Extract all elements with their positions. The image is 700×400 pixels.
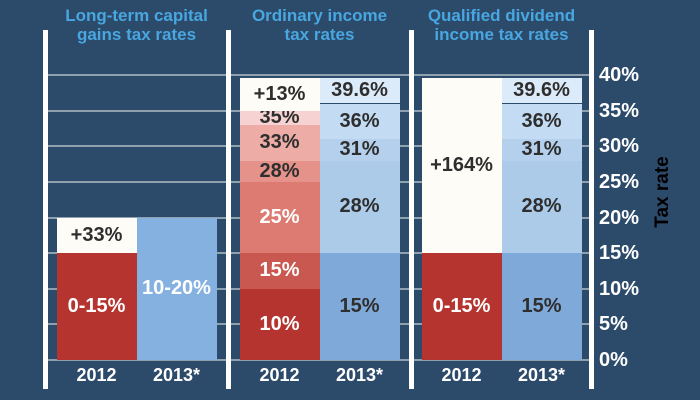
- bar-segment: +33%: [56, 217, 137, 254]
- bar-segment: 39.6%: [319, 77, 400, 104]
- bar-segment: +13%: [239, 77, 320, 111]
- gridline-0: [45, 359, 592, 361]
- bar-segment: 31%: [319, 138, 400, 161]
- panel-divider: [408, 30, 414, 389]
- year-label: 2013*: [152, 365, 201, 385]
- panel-title: Ordinary income tax rates: [208, 6, 432, 44]
- tick-label-0: 0%: [599, 349, 628, 371]
- gridline-40: [45, 74, 592, 76]
- bar-segment: 10%: [239, 288, 320, 360]
- panel-title: Qualified dividend income tax rates: [390, 6, 614, 44]
- tick-label-35: 35%: [599, 99, 640, 122]
- bar-segment: 28%: [501, 160, 582, 254]
- panel-divider: [43, 30, 48, 389]
- panel-title-line: income tax rates: [434, 25, 569, 44]
- year-label: 2013*: [335, 365, 384, 385]
- y-axis-title: Tax rate: [652, 156, 673, 228]
- y-axis-line: [589, 30, 594, 389]
- bar-segment: 0-15%: [421, 253, 502, 360]
- bar-segment: 25%: [239, 181, 320, 254]
- bar-segment: 28%: [239, 160, 320, 182]
- bar-segment: 10-20%: [136, 217, 217, 360]
- panel-title-line: Qualified dividend: [427, 6, 576, 25]
- panel-title-line: gains tax rates: [76, 25, 197, 44]
- bar-segment: 33%: [239, 124, 320, 161]
- bar-segment: 15%: [239, 253, 320, 289]
- panel-title-line: tax rates: [284, 25, 355, 44]
- panel-divider: [225, 30, 231, 389]
- tick-label-10: 10%: [599, 277, 640, 300]
- tick-label-25: 25%: [599, 170, 640, 193]
- bar-segment: 39.6%: [501, 77, 582, 104]
- year-label: 2012: [441, 365, 482, 385]
- bar-segment: 0-15%: [56, 253, 137, 360]
- bar-segment: 36%: [319, 103, 400, 140]
- tick-label-20: 20%: [599, 206, 640, 229]
- bar-segment: 36%: [501, 103, 582, 140]
- tick-label-30: 30%: [599, 135, 640, 158]
- bar-segment: 15%: [319, 253, 400, 360]
- year-label: 2013*: [517, 365, 566, 385]
- year-label: 2012: [76, 365, 117, 385]
- tick-label-15: 15%: [599, 242, 640, 265]
- bar-segment: 28%: [319, 160, 400, 254]
- bar-segment: 15%: [501, 253, 582, 360]
- panel-title-line: Long-term capital: [65, 6, 208, 25]
- panel-title-line: Ordinary income: [251, 6, 388, 25]
- bar-segment: 35%: [239, 106, 320, 128]
- bar-segment: 31%: [501, 138, 582, 161]
- tick-label-40: 40%: [599, 64, 640, 86]
- tick-label-5: 5%: [599, 313, 628, 336]
- panel-title: Long-term capital gains tax rates: [25, 6, 249, 44]
- bar-segment: +164%: [421, 77, 502, 254]
- year-label: 2012: [259, 365, 300, 385]
